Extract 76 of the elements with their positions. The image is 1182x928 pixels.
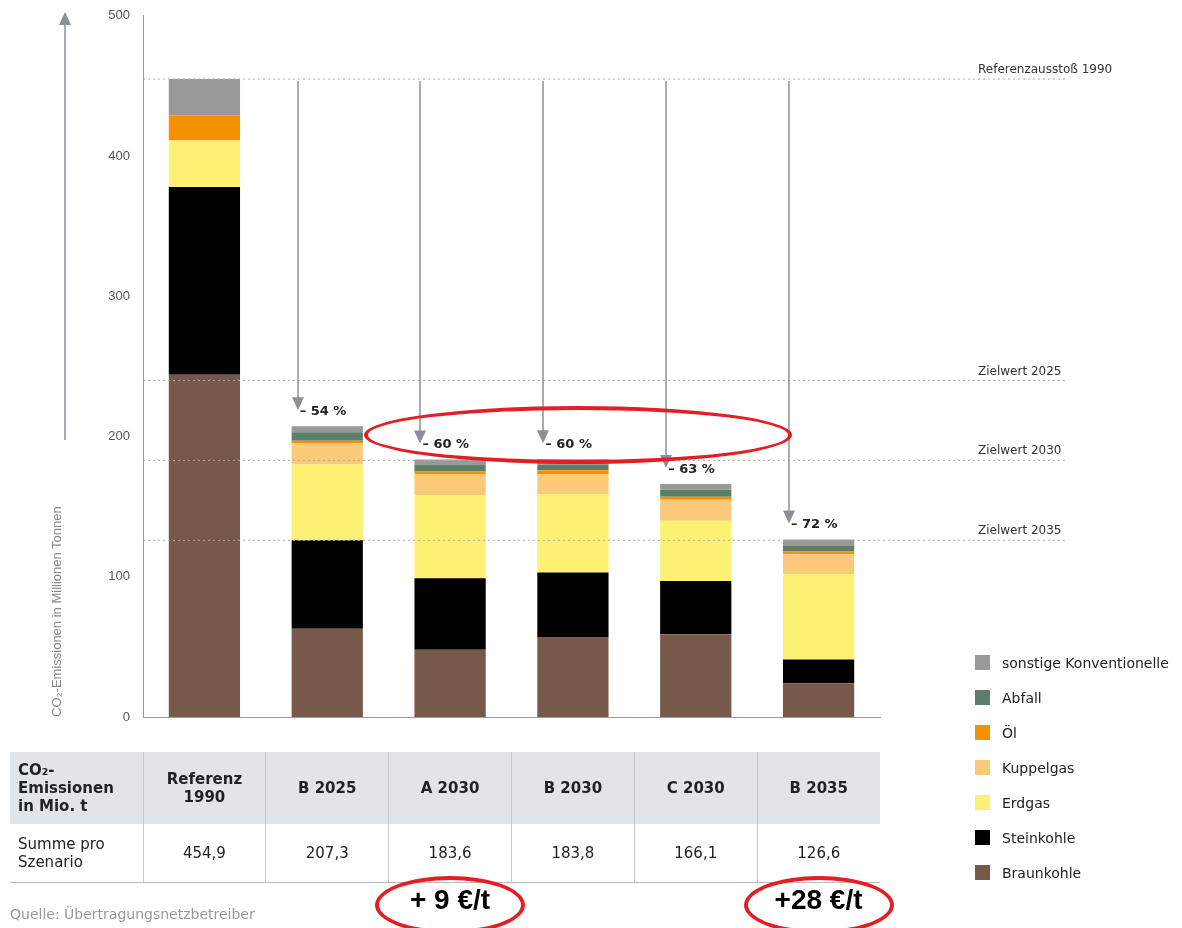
legend-label: Steinkohle	[1002, 829, 1076, 846]
bar	[414, 649, 486, 717]
bar	[782, 539, 855, 546]
x-tick-label: B 2025	[265, 752, 389, 824]
annotation: – 54 %	[299, 403, 347, 419]
bar	[782, 683, 855, 717]
bar	[291, 540, 363, 629]
text: CO₂-Emissionen in Mio. t	[10, 752, 143, 824]
bar	[782, 573, 855, 660]
legend-label: Erdgas	[1002, 794, 1051, 811]
bar	[782, 659, 855, 684]
bar	[168, 374, 241, 717]
bar	[168, 79, 241, 116]
annotation: – 60 %	[545, 436, 592, 452]
text: 183,6	[388, 824, 512, 883]
x-tick-label: A 2030	[388, 752, 512, 824]
x-tick-label: B 2030	[511, 752, 635, 824]
bar	[537, 637, 609, 717]
text: 454,9	[143, 824, 266, 883]
bar	[537, 494, 609, 573]
y-axis-title: CO₂-Emissionen in Millionen Tonnen	[49, 506, 65, 717]
source-note: Quelle: Übertragungsnetzbetreiber	[10, 906, 255, 922]
text: 126,6	[757, 824, 880, 883]
y-tick-label: 500	[108, 7, 130, 23]
bar	[537, 474, 609, 495]
ref-line-label: Zielwert 2025	[978, 363, 1062, 378]
text: +28 €/t	[773, 884, 864, 916]
y-tick-label: 200	[108, 428, 130, 444]
x-tick-label: B 2035	[757, 752, 880, 824]
ref-line-label: Referenzausstoß 1990	[978, 62, 1113, 77]
bar	[537, 572, 609, 638]
annotation: – 72 %	[790, 516, 838, 532]
y-tick-label: 300	[108, 287, 130, 303]
bar	[291, 432, 363, 441]
bar	[168, 186, 241, 375]
ref-line-label: Zielwert 2035	[978, 523, 1062, 538]
bar	[291, 426, 363, 433]
x-tick-label: Referenz 1990	[143, 752, 266, 824]
y-tick-label: 400	[108, 147, 130, 163]
bar	[291, 628, 363, 717]
y-tick-label: 100	[108, 568, 130, 584]
text: 183,8	[511, 824, 635, 883]
bar	[537, 470, 609, 475]
bar	[168, 140, 241, 187]
bar	[660, 496, 732, 500]
bar	[414, 474, 486, 496]
bar	[414, 464, 486, 472]
legend-label: Braunkohle	[1002, 864, 1082, 881]
y-tick-label: 0	[122, 708, 130, 724]
bar	[537, 464, 609, 471]
ref-line-label: Zielwert 2030	[978, 443, 1062, 458]
text: 207,3	[265, 824, 389, 883]
legend-label: Abfall	[1002, 689, 1042, 706]
bar	[660, 484, 732, 490]
bar	[291, 464, 363, 541]
bar	[660, 499, 732, 521]
bar	[660, 580, 732, 635]
bar	[782, 554, 855, 574]
bar	[168, 115, 241, 141]
bar	[660, 489, 732, 497]
legend-label: Öl	[1002, 724, 1017, 741]
text: + 9 €/t	[409, 884, 492, 916]
text: Summe pro Szenario	[10, 824, 143, 883]
bar	[414, 578, 486, 650]
bar	[291, 443, 363, 465]
legend-label: sonstige Konventionelle	[1002, 654, 1169, 671]
x-tick-label: C 2030	[634, 752, 758, 824]
bar	[414, 495, 486, 579]
bar	[291, 440, 363, 444]
annotation: – 63 %	[668, 460, 715, 476]
bar	[782, 545, 855, 552]
annotation: – 60 %	[422, 436, 470, 452]
text: 166,1	[634, 824, 758, 883]
bar	[660, 520, 732, 581]
bar	[660, 634, 732, 717]
legend-label: Kuppelgas	[1002, 759, 1075, 776]
